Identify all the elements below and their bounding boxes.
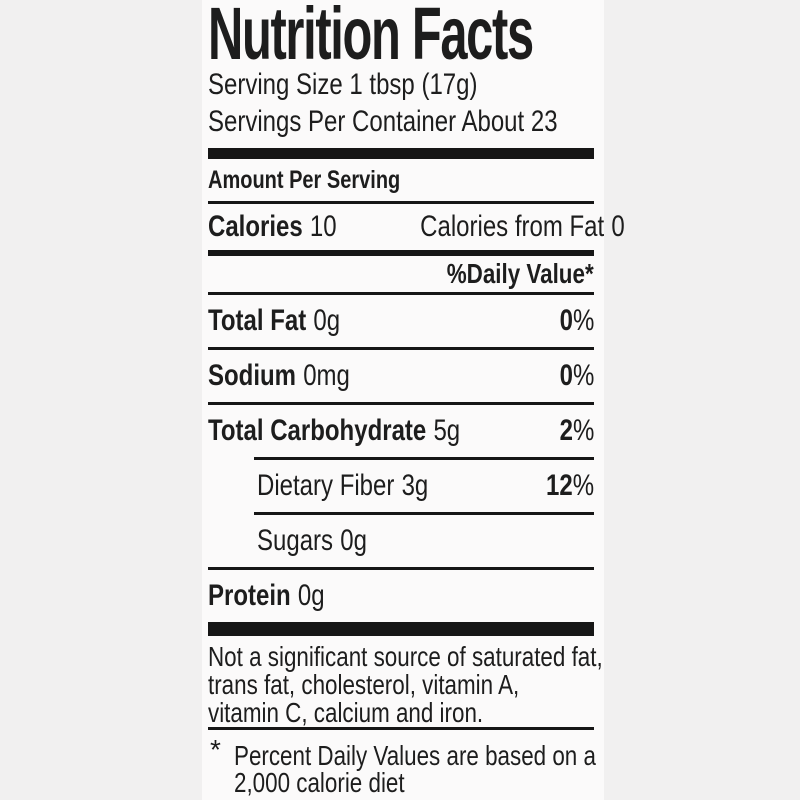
daily-value-percent: 0%: [559, 304, 594, 337]
nutrient-row-total-carbohydrate: Total Carbohydrate 5g 2%: [208, 405, 594, 457]
amount-per-serving-heading: Amount Per Serving: [208, 166, 401, 194]
daily-values-footnote: * Percent Daily Values are based on a 2,…: [210, 734, 596, 798]
divider-thin-indented: [254, 512, 594, 515]
nutrient-name-amount: Protein 0g: [208, 579, 325, 612]
nutrient-name-amount: Sugars 0g: [257, 524, 367, 557]
nutrient-row-sugars: Sugars 0g: [208, 515, 594, 567]
divider-thick-top: [208, 148, 594, 159]
label-title-text: Nutrition Facts: [208, 0, 534, 75]
divider-medium: [208, 250, 594, 256]
daily-value-percent: 0%: [559, 359, 594, 392]
calories-from-fat-value: Calories from Fat 0: [419, 210, 625, 243]
daily-value-percent: 12%: [545, 469, 594, 502]
divider-thin: [208, 201, 594, 204]
divider-thick-bottom: [208, 622, 594, 636]
daily-value-header: %Daily Value*: [447, 258, 594, 289]
nutrient-row-sodium: Sodium 0mg 0%: [208, 350, 594, 402]
label-title: Nutrition Facts: [208, 0, 594, 75]
divider-thin: [208, 402, 594, 405]
divider-thin: [208, 347, 594, 350]
asterisk-mark: *: [210, 734, 221, 765]
nutrient-row-protein: Protein 0g: [208, 570, 594, 622]
servings-per-container-line: Servings Per Container About 23: [208, 105, 558, 138]
calories-row: Calories 10 Calories from Fat 0: [208, 204, 625, 250]
nutrient-row-dietary-fiber: Dietary Fiber 3g 12%: [208, 460, 594, 512]
divider-thin: [208, 292, 594, 295]
divider-thin: [208, 567, 594, 570]
nutrient-name-amount: Sodium 0mg: [208, 359, 350, 392]
nutrition-facts-label: Nutrition Facts Serving Size 1 tbsp (17g…: [202, 0, 625, 800]
nutrient-row-total-fat: Total Fat 0g 0%: [208, 295, 594, 347]
serving-size-line: Serving Size 1 tbsp (17g): [208, 68, 478, 101]
nutrient-name-amount: Dietary Fiber 3g: [257, 469, 429, 502]
daily-value-percent: 2%: [559, 414, 594, 447]
nutrient-name-amount: Total Carbohydrate 5g: [208, 414, 461, 447]
divider-thin: [208, 727, 594, 730]
nutrient-name-amount: Total Fat 0g: [208, 304, 341, 337]
calories-value: Calories 10: [208, 210, 337, 243]
divider-thin-indented: [254, 457, 594, 460]
not-significant-source-disclaimer: Not a significant source of saturated fa…: [208, 641, 603, 728]
